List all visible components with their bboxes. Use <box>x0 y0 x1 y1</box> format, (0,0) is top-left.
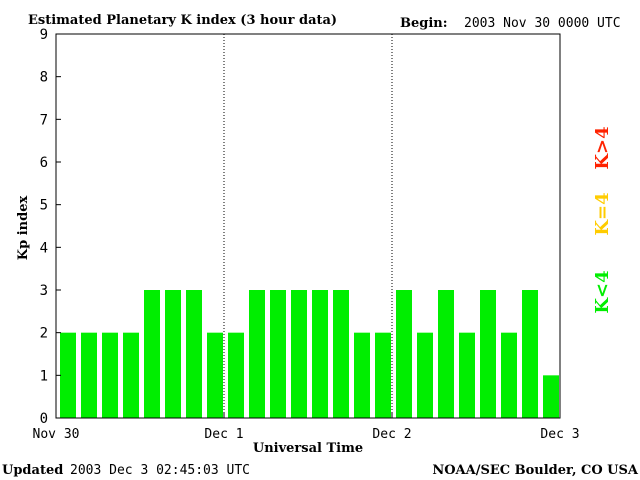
kp-bar-12 <box>291 290 307 418</box>
y-tick-label-2: 2 <box>40 326 48 342</box>
updated-value: 2003 Dec 3 02:45:03 UTC <box>70 463 250 478</box>
y-tick-label-7: 7 <box>40 112 48 128</box>
kp-bar-22 <box>501 332 517 418</box>
kp-bar-10 <box>249 290 265 418</box>
y-tick-label-1: 1 <box>40 368 48 384</box>
y-axis: 0 1 2 3 4 5 6 7 8 9 <box>40 27 61 427</box>
legend-k-equal-4: K=4 <box>592 192 613 235</box>
kp-bar-4 <box>123 332 139 418</box>
y-tick-label-0: 0 <box>40 411 48 427</box>
plot-frame <box>55 33 561 419</box>
kp-bar-14 <box>333 290 349 418</box>
updated-label: Updated <box>2 463 63 478</box>
kp-bar-3 <box>102 332 118 418</box>
day-divider-lines <box>223 34 393 418</box>
kp-bar-15 <box>354 332 370 418</box>
kp-bar-1 <box>60 332 76 418</box>
y-tick-label-8: 8 <box>40 70 48 86</box>
kp-bar-21 <box>480 290 496 418</box>
y-tick-label-3: 3 <box>40 283 48 299</box>
y-tick-label-9: 9 <box>40 27 48 43</box>
x-tick-label-3: Dec 3 <box>540 427 579 442</box>
y-axis-label: Kp index <box>16 196 31 261</box>
kp-bar-17 <box>396 290 412 418</box>
source-credit: NOAA/SEC Boulder, CO USA <box>432 463 639 478</box>
x-axis: Nov 30 Dec 1 Dec 2 Dec 3 <box>33 412 580 442</box>
x-tick-label-2: Dec 2 <box>372 427 411 442</box>
kp-bar-11 <box>270 290 286 418</box>
kp-bar-16 <box>375 332 391 418</box>
kp-bar-8 <box>207 332 223 418</box>
kp-bar-23 <box>522 290 538 418</box>
y-tick-label-5: 5 <box>40 198 48 214</box>
kp-bar-24 <box>543 375 559 418</box>
begin-value: 2003 Nov 30 0000 UTC <box>464 16 621 31</box>
kp-bar-19 <box>438 290 454 418</box>
kp-bar-18 <box>417 332 433 418</box>
kp-bar-5 <box>144 290 160 418</box>
kp-bar-6 <box>165 290 181 418</box>
kp-bar-13 <box>312 290 328 418</box>
x-tick-label-0: Nov 30 <box>33 427 80 442</box>
kp-bar-20 <box>459 332 475 418</box>
y-tick-label-6: 6 <box>40 155 48 171</box>
legend-k-greater-4: K>4 <box>592 126 613 169</box>
bars-group <box>60 290 559 418</box>
begin-label: Begin: <box>400 16 448 31</box>
chart-title: Estimated Planetary K index (3 hour data… <box>28 13 337 28</box>
kp-bar-9 <box>228 332 244 418</box>
x-axis-label: Universal Time <box>253 441 363 456</box>
kp-bar-2 <box>81 332 97 418</box>
x-tick-label-1: Dec 1 <box>204 427 243 442</box>
y-tick-label-4: 4 <box>40 240 48 256</box>
legend-k-less-4: K<4 <box>592 270 613 313</box>
kp-bar-7 <box>186 290 202 418</box>
